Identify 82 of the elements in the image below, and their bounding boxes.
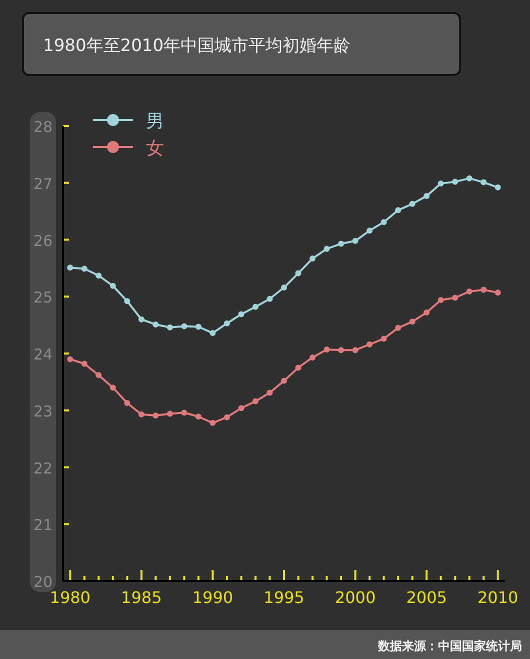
point <box>380 219 387 226</box>
point <box>295 364 302 371</box>
x-tick-label: 1985 <box>121 588 162 607</box>
point <box>480 286 487 293</box>
y-tick-label: 27 <box>33 174 53 193</box>
point <box>195 324 202 330</box>
legend-label: 男 <box>146 111 164 132</box>
point <box>338 347 344 354</box>
source-note: 数据来源：中国国家统计局 <box>377 639 522 653</box>
point <box>438 297 444 304</box>
point <box>324 346 330 353</box>
legend-label: 女 <box>146 138 164 159</box>
point <box>310 256 316 262</box>
point <box>266 390 273 396</box>
point <box>380 336 387 342</box>
point <box>310 354 316 360</box>
point <box>452 294 458 301</box>
y-tick-label: 25 <box>33 288 53 307</box>
point <box>138 411 144 418</box>
y-tick-label: 23 <box>33 402 53 420</box>
point <box>494 184 501 190</box>
point <box>110 282 116 289</box>
point <box>195 414 202 420</box>
point <box>124 298 130 304</box>
point <box>238 405 244 412</box>
point <box>110 384 116 391</box>
point <box>96 372 102 378</box>
point <box>252 304 258 310</box>
point <box>494 290 501 296</box>
x-tick-label: 2010 <box>478 588 518 607</box>
point <box>452 178 458 185</box>
y-tick-label: 20 <box>33 573 53 591</box>
x-tick-label: 1990 <box>192 588 234 607</box>
x-tick-label: 2000 <box>334 588 376 607</box>
x-tick-label: 2005 <box>406 588 447 607</box>
point <box>266 296 273 302</box>
point <box>252 398 258 404</box>
point <box>238 311 244 318</box>
point <box>438 180 444 186</box>
point <box>480 179 487 186</box>
y-tick-label: 28 <box>33 118 53 136</box>
y-tick-label: 26 <box>33 232 53 250</box>
point <box>152 321 159 328</box>
point <box>409 200 416 207</box>
point <box>67 356 74 362</box>
point <box>152 412 159 418</box>
point <box>352 347 358 354</box>
point <box>96 272 102 279</box>
point <box>166 324 173 330</box>
y-tick-label: 21 <box>33 516 53 534</box>
x-tick-label: 1995 <box>264 588 304 607</box>
point <box>166 410 173 417</box>
point <box>366 228 373 234</box>
point <box>181 323 188 330</box>
point <box>124 400 130 406</box>
y-tick-label: 22 <box>33 459 53 478</box>
point <box>324 246 330 252</box>
y-tick-label: 24 <box>33 346 53 364</box>
point <box>81 360 88 367</box>
point <box>224 320 230 326</box>
point <box>424 192 430 199</box>
point <box>67 264 74 271</box>
point <box>466 175 472 182</box>
point <box>366 341 373 348</box>
point <box>466 288 472 295</box>
point <box>224 414 230 420</box>
point <box>210 420 216 426</box>
point <box>352 238 358 244</box>
point <box>295 270 302 276</box>
point <box>181 410 188 416</box>
chart-title: 1980年至2010年中国城市平均初婚年龄 <box>43 36 351 56</box>
point <box>138 316 144 322</box>
point <box>395 207 402 214</box>
point <box>81 266 88 272</box>
point <box>281 378 287 384</box>
point <box>395 324 402 331</box>
point <box>338 240 344 247</box>
point <box>210 330 216 336</box>
x-tick-label: 1980 <box>50 588 90 607</box>
point <box>424 310 430 316</box>
point <box>281 284 287 291</box>
point <box>409 318 416 325</box>
